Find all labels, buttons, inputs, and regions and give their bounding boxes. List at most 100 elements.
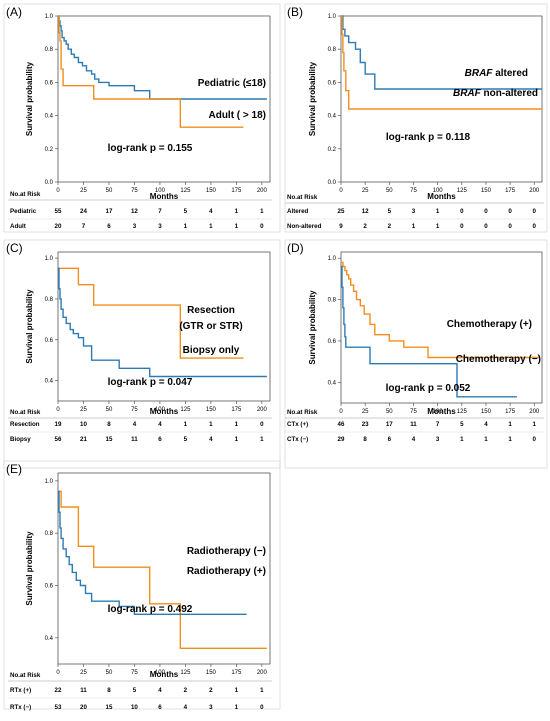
risk-count: 0 [460,223,464,230]
x-tick-label: 50 [386,188,393,194]
y-axis-title: Survival probability [25,531,34,606]
risk-count: 1 [235,208,239,215]
risk-count: 0 [508,208,512,215]
risk-count: 7 [158,208,162,215]
x-tick-label: 125 [180,670,191,676]
risk-count: 11 [80,687,87,694]
legend-italic-gene: BRAF [453,88,482,99]
x-tick-label: 175 [505,409,516,415]
y-tick-label: 0.8 [45,531,54,537]
risk-count: 8 [107,421,111,428]
y-tick-label: 0.8 [45,297,54,303]
risk-row-label: CTx (+) [287,421,308,428]
x-tick-label: 25 [80,670,87,676]
x-tick-label: 175 [231,188,242,194]
legend-label-1: Pediatric (≤18) [198,78,266,89]
x-tick-label: 75 [131,670,138,676]
p-value: log-rank p = 0.052 [386,383,471,394]
panel-frame [3,239,281,469]
x-tick-label: 150 [206,670,217,676]
legend-italic-gene: BRAF [465,68,494,79]
y-axis-title: Survival probability [25,289,34,364]
p-value: log-rank p = 0.047 [108,377,193,388]
km-curve-2 [58,15,244,128]
risk-count: 5 [184,208,188,215]
x-tick-label: 75 [131,188,138,194]
y-tick-label: 0.2 [45,147,54,153]
p-value: log-rank p = 0.492 [108,604,193,615]
km-curve-1 [58,15,267,100]
y-tick-label: 0.4 [45,636,54,642]
risk-count: 1 [508,421,512,428]
x-tick-label: 25 [80,188,87,194]
risk-row-label: Pediatric [10,208,37,215]
plot-frame [340,15,543,183]
risk-count: 0 [460,208,464,215]
risk-count: 1 [235,421,239,428]
x-axis-title: Months [150,192,179,201]
y-tick-label: 1.0 [45,479,54,485]
risk-count: 3 [209,704,213,711]
x-tick-label: 100 [433,409,444,415]
risk-count: 6 [107,223,111,230]
y-tick-label: 0.4 [328,114,337,120]
x-tick-label: 25 [362,409,369,415]
km-curve-2 [341,265,517,398]
x-axis-title: Months [150,407,179,416]
risk-count: 53 [55,704,62,711]
plot-frame [57,251,271,402]
chart-panel-4: (D)0.40.60.81.00 25 50 75 100 125 150 175 200Sur… [284,239,548,469]
x-tick-label: 50 [386,409,393,415]
y-tick-label: 0.6 [45,584,54,590]
risk-row-label: CTx (−) [287,436,308,443]
p-value: log-rank p = 0.118 [386,132,471,143]
risk-count: 6 [158,436,162,443]
risk-count: 19 [55,421,62,428]
y-tick-label: 0.8 [45,47,54,53]
y-tick-label: 0.2 [328,147,337,153]
risk-count: 0 [533,223,537,230]
x-tick-label: 25 [80,407,87,413]
risk-count: 9 [339,223,343,230]
risk-count: 29 [338,436,345,443]
risk-count: 17 [386,421,393,428]
km-curve-1 [58,490,267,649]
x-tick-label: 175 [231,670,242,676]
risk-count: 8 [363,436,367,443]
risk-count: 20 [80,704,87,711]
y-tick-label: 1.0 [328,256,337,262]
risk-count: 1 [436,223,440,230]
risk-count: 7 [436,421,440,428]
risk-row-label: Non-altered [287,223,322,230]
risk-count: 1 [209,223,213,230]
risk-count: 21 [80,436,87,443]
risk-count: 10 [131,704,138,711]
legend-label-2: Radiotherapy (+) [187,566,266,577]
risk-count: 6 [158,704,162,711]
risk-count: 2 [363,223,367,230]
x-tick-label: 75 [410,409,417,415]
risk-row-label: RTx (+) [10,687,31,694]
risk-count: 4 [133,421,137,428]
p-value: log-rank p = 0.155 [108,143,193,154]
y-tick-label: 0.4 [328,380,337,386]
risk-count: 5 [133,687,137,694]
panel-label: (E) [6,462,22,476]
risk-row-label: Altered [287,208,309,215]
risk-count: 0 [260,421,264,428]
panel-label: (D) [287,241,304,255]
x-axis-title: Months [427,407,456,416]
risk-count: 1 [260,436,264,443]
risk-count: 1 [184,223,188,230]
x-tick-label: 175 [505,188,516,194]
x-tick-label: 150 [206,188,217,194]
risk-count: 55 [55,208,62,215]
risk-count: 5 [184,436,188,443]
x-tick-label: 125 [457,409,468,415]
x-tick-label: 50 [106,407,113,413]
risk-count: 0 [533,208,537,215]
x-tick-label: 200 [529,409,540,415]
risk-count: 1 [260,687,264,694]
x-tick-label: 150 [206,407,217,413]
